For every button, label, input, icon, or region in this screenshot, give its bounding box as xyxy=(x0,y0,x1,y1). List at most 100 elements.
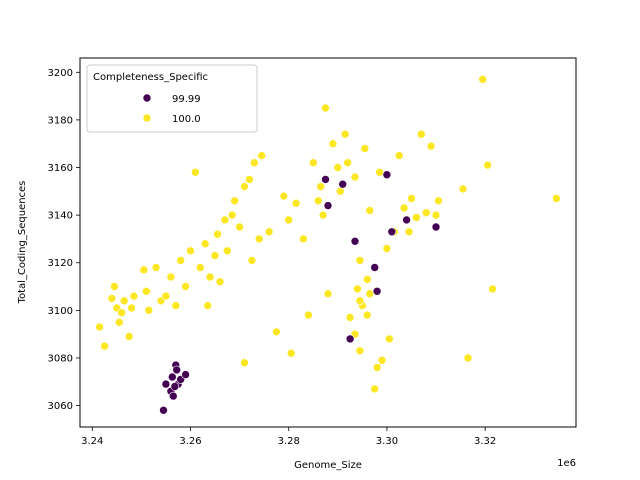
data-point-series-0-12 xyxy=(142,287,150,295)
data-point-series-0-37 xyxy=(304,311,312,319)
data-point-series-1-20 xyxy=(403,216,411,224)
data-point-series-0-35 xyxy=(241,359,249,367)
y-tick-label: 3100 xyxy=(48,306,73,317)
data-point-series-1-3 xyxy=(169,392,177,400)
data-point-series-0-14 xyxy=(152,264,160,272)
data-point-series-0-32 xyxy=(258,152,266,160)
data-point-series-0-21 xyxy=(187,247,195,255)
data-point-series-0-70 xyxy=(236,223,244,231)
data-point-series-0-75 xyxy=(292,199,300,207)
data-point-series-0-13 xyxy=(145,306,153,314)
data-point-series-0-78 xyxy=(329,140,337,148)
x-tick-label: 3.32 xyxy=(474,436,496,447)
data-point-series-0-36 xyxy=(287,349,295,357)
data-point-series-0-91 xyxy=(432,211,440,219)
legend-title: Completeness_Specific xyxy=(93,72,208,83)
data-point-series-0-61 xyxy=(479,75,487,83)
data-point-series-0-81 xyxy=(351,173,359,181)
data-point-series-0-52 xyxy=(378,356,386,364)
legend-label-100: 100.0 xyxy=(172,114,201,125)
data-point-series-0-76 xyxy=(299,235,307,243)
data-point-series-0-1 xyxy=(101,342,109,350)
data-point-series-0-40 xyxy=(319,211,327,219)
data-point-series-0-44 xyxy=(341,130,349,138)
data-point-series-1-18 xyxy=(383,171,391,179)
data-point-series-0-16 xyxy=(162,292,170,300)
data-point-series-0-49 xyxy=(363,275,371,283)
data-point-series-0-27 xyxy=(221,216,229,224)
data-point-series-1-7 xyxy=(182,371,190,379)
y-tick-label: 3180 xyxy=(48,115,73,126)
data-point-series-0-42 xyxy=(324,290,332,298)
data-point-series-0-58 xyxy=(435,197,443,205)
data-point-series-0-84 xyxy=(376,168,384,176)
y-tick-label: 3200 xyxy=(48,68,73,79)
data-point-series-0-23 xyxy=(196,264,204,272)
data-point-series-0-22 xyxy=(191,168,199,176)
data-point-series-0-20 xyxy=(182,283,190,291)
data-point-series-0-31 xyxy=(250,159,258,167)
data-point-series-1-16 xyxy=(371,264,379,272)
data-point-series-0-5 xyxy=(115,318,123,326)
y-axis-label: Total_Coding_Sequences xyxy=(17,181,28,305)
data-point-series-0-45 xyxy=(346,314,354,322)
data-point-series-1-12 xyxy=(324,202,332,210)
data-point-series-0-18 xyxy=(172,302,180,310)
data-point-series-1-8 xyxy=(168,373,176,381)
data-point-series-0-33 xyxy=(265,228,273,236)
data-point-series-1-21 xyxy=(432,223,440,231)
data-point-series-0-66 xyxy=(206,273,214,281)
data-point-series-0-26 xyxy=(216,278,224,286)
data-point-series-0-73 xyxy=(280,192,288,200)
data-point-series-0-68 xyxy=(223,247,231,255)
data-point-series-0-64 xyxy=(552,195,560,203)
data-point-series-0-17 xyxy=(167,273,175,281)
x-tick-label: 3.24 xyxy=(81,436,103,447)
data-point-series-0-59 xyxy=(459,185,467,193)
y-tick-label: 3120 xyxy=(48,258,73,269)
data-point-series-1-0 xyxy=(160,406,168,414)
data-point-series-0-53 xyxy=(385,335,393,343)
y-tick-label: 3080 xyxy=(48,353,73,364)
data-point-series-0-57 xyxy=(427,142,435,150)
legend-marker-99-99 xyxy=(143,94,151,102)
data-point-series-1-9 xyxy=(173,366,181,374)
x-axis-label: Genome_Size xyxy=(294,460,362,471)
data-point-series-0-9 xyxy=(128,304,136,312)
y-tick-label: 3060 xyxy=(48,401,73,412)
x-tick-label: 3.30 xyxy=(376,436,398,447)
data-point-series-0-96 xyxy=(356,256,364,264)
data-point-series-0-43 xyxy=(334,164,342,172)
data-point-series-0-63 xyxy=(489,285,497,293)
data-point-series-0-50 xyxy=(371,385,379,393)
data-point-series-0-3 xyxy=(110,283,118,291)
data-point-series-0-10 xyxy=(130,292,138,300)
data-point-series-1-13 xyxy=(339,180,347,188)
data-point-series-0-11 xyxy=(140,266,148,274)
data-point-series-0-74 xyxy=(285,216,293,224)
data-point-series-0-54 xyxy=(395,152,403,160)
data-point-series-0-94 xyxy=(363,311,371,319)
data-point-series-0-87 xyxy=(400,204,408,212)
data-point-series-0-71 xyxy=(248,256,256,264)
data-point-series-0-93 xyxy=(356,297,364,305)
data-point-series-0-56 xyxy=(417,130,425,138)
data-point-series-0-34 xyxy=(272,328,280,336)
data-point-series-0-41 xyxy=(322,104,330,112)
x-axis-ticks: 3.24 3.26 3.28 3.30 3.32 xyxy=(81,427,496,447)
data-point-series-0-8 xyxy=(125,333,133,341)
data-point-series-0-51 xyxy=(373,364,381,372)
data-point-series-0-38 xyxy=(309,159,317,167)
data-point-series-0-80 xyxy=(344,159,352,167)
data-point-series-0-25 xyxy=(211,252,219,260)
y-axis-ticks: 3060 3080 3100 3120 3140 3160 3180 3200 xyxy=(48,68,80,412)
data-point-series-0-2 xyxy=(108,294,116,302)
data-point-series-0-62 xyxy=(484,161,492,169)
data-point-series-1-14 xyxy=(346,335,354,343)
data-point-series-0-89 xyxy=(412,214,420,222)
data-point-series-0-92 xyxy=(354,285,362,293)
data-point-series-1-19 xyxy=(388,228,396,236)
data-point-series-0-7 xyxy=(120,297,128,305)
data-point-series-0-19 xyxy=(177,256,185,264)
data-point-series-1-17 xyxy=(373,287,381,295)
